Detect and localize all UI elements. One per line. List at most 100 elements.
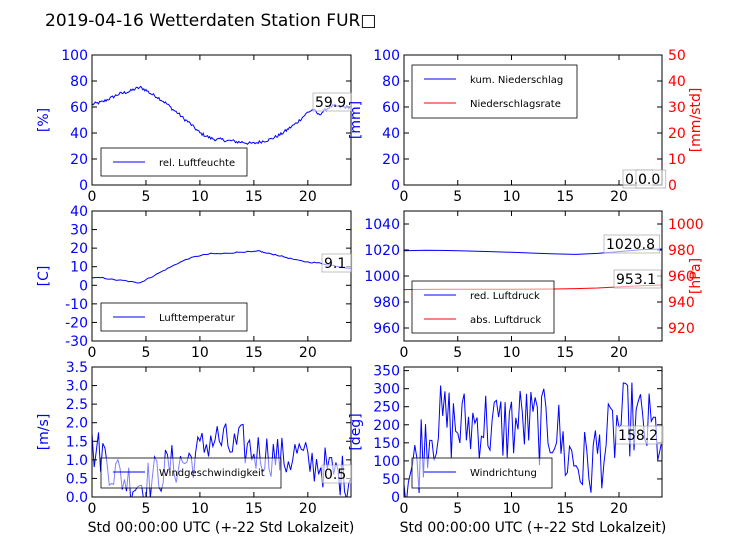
x-tick-label: 20: [610, 501, 628, 517]
y-axis-label: [%]: [36, 108, 52, 132]
y-tick-label: 40: [70, 126, 88, 142]
annotation-box: [603, 234, 660, 254]
x-tick-label: 5: [141, 501, 150, 517]
y-tick-label: 60: [70, 100, 88, 116]
annotation-label: 1020.8: [606, 237, 655, 253]
y-tick-label: 0: [391, 178, 400, 194]
y-tick-label: 3.5: [66, 360, 88, 376]
y-tick-label: 1.5: [66, 434, 88, 450]
y-right-tick-label: 10: [668, 152, 686, 168]
y-tick-label: -10: [65, 297, 88, 313]
annotation-label: 9.1: [324, 256, 346, 272]
annotation-box: [613, 269, 662, 289]
plot-frame: [403, 54, 663, 186]
x-tick-label: 10: [191, 189, 209, 205]
y-tick-label: 20: [382, 152, 400, 168]
annotation-box: [635, 169, 667, 189]
annotation-label: 0.0: [638, 172, 660, 188]
x-tick-label: 20: [299, 189, 317, 205]
x-tick-label: 10: [503, 189, 521, 205]
plot-frame: [91, 54, 352, 186]
y-tick-label: 1040: [364, 217, 400, 233]
x-axis-label-left: Std 00:00:00 UTC (+-22 Std Lokalzeit): [88, 520, 355, 536]
annotation-label: 953.1: [616, 272, 656, 288]
y-tick-label: 40: [382, 126, 400, 142]
x-tick-label: 10: [191, 501, 209, 517]
y-right-tick-label: 920: [668, 321, 695, 337]
x-axis-label-right: Std 00:00:00 UTC (+-22 Std Lokalzeit): [400, 520, 667, 536]
y-tick-label: 1000: [364, 269, 400, 285]
panel-pressure: 0 5 10 15 20 960 980 1000 1020 1040 920 940 960 980 10…: [364, 210, 704, 361]
y-tick-label: 20: [70, 152, 88, 168]
x-tick-label: 0: [88, 501, 97, 517]
y-tick-label: 2.5: [66, 397, 88, 413]
y-right-tick-label: 0: [668, 178, 677, 194]
x-tick-label: 5: [453, 345, 462, 361]
y-tick-label: 300: [373, 382, 400, 398]
x-tick-label: 20: [299, 345, 317, 361]
x-tick-label: 15: [556, 501, 574, 517]
legend-label: rel. Luftfeuchte: [159, 158, 235, 169]
legend-label: Windrichtung: [470, 468, 537, 479]
y-tick-label: 2.0: [66, 416, 88, 432]
x-tick-label: 15: [245, 189, 263, 205]
series-line-humidity-0: [92, 85, 351, 145]
legend-label: Niederschlagsrate: [470, 99, 561, 110]
x-tick-label: 0: [88, 345, 97, 361]
annotation-label: 158.2: [618, 428, 658, 444]
y-tick-label: 40: [70, 204, 88, 220]
y-tick-label: 10: [70, 260, 88, 276]
panel-precipitation: 0 5 10 15 20 0 20 40 60 80 100 0 10 20 30 40 50 [mm] [mm/s…: [348, 48, 704, 205]
y-tick-label: 1020: [364, 243, 400, 259]
legend-box: [411, 457, 553, 489]
legend-label: red. Luftdruck: [470, 291, 540, 302]
plot-frame: [91, 210, 352, 342]
y-tick-label: -30: [65, 334, 88, 350]
y-right-tick-label: 960: [668, 269, 695, 285]
series-line-temperature-0: [92, 250, 351, 284]
legend-box: [100, 457, 282, 489]
x-tick-label: 5: [453, 189, 462, 205]
y-right-axis-label: [hPa]: [688, 258, 704, 294]
y-tick-label: 80: [70, 74, 88, 90]
annotation-box: [312, 92, 352, 112]
x-tick-label: 15: [556, 345, 574, 361]
y-tick-label: 100: [373, 48, 400, 64]
annotation-label: 59.9: [315, 95, 346, 111]
y-tick-label: 960: [373, 321, 400, 337]
legend-label: kum. Niederschlag: [470, 75, 563, 86]
x-tick-label: 10: [503, 345, 521, 361]
x-tick-label: 20: [610, 345, 628, 361]
panel-humidity: 0 5 10 15 20 0 20 40 60 80 100 [%] rel. Luftfeuchte 5…: [36, 48, 352, 205]
y-tick-label: 350: [373, 364, 400, 380]
y-axis-label: [mm]: [348, 101, 364, 139]
y-right-axis-label: [mm/std]: [688, 88, 704, 153]
y-right-tick-label: 50: [668, 48, 686, 64]
y-right-tick-label: 1000: [668, 217, 704, 233]
y-right-tick-label: 30: [668, 100, 686, 116]
x-tick-label: 20: [610, 189, 628, 205]
legend-label: Windgeschwindigkeit: [159, 468, 265, 479]
x-tick-label: 5: [141, 345, 150, 361]
y-tick-label: 100: [373, 454, 400, 470]
y-tick-label: 250: [373, 400, 400, 416]
y-tick-label: 0.5: [66, 471, 88, 487]
annotation-label: 0.5: [324, 467, 346, 483]
y-tick-label: 100: [61, 48, 88, 64]
y-tick-label: 30: [70, 223, 88, 239]
y-tick-label: 0: [391, 490, 400, 506]
plot-frame: [91, 366, 352, 498]
y-axis-label: [deg]: [348, 413, 364, 450]
y-right-tick-label: 40: [668, 74, 686, 90]
legend-box: [411, 64, 578, 119]
y-tick-label: 1.0: [66, 453, 88, 469]
y-axis-label: [m/s]: [36, 414, 52, 451]
panel-winddirection: 0 5 10 15 20050100150200250300350[deg]Windri…: [348, 364, 664, 517]
y-tick-label: -20: [65, 315, 88, 331]
y-tick-label: 200: [373, 418, 400, 434]
x-tick-label: 15: [556, 189, 574, 205]
y-tick-label: 3.0: [66, 379, 88, 395]
x-tick-label: 10: [503, 501, 521, 517]
y-tick-label: 80: [382, 74, 400, 90]
